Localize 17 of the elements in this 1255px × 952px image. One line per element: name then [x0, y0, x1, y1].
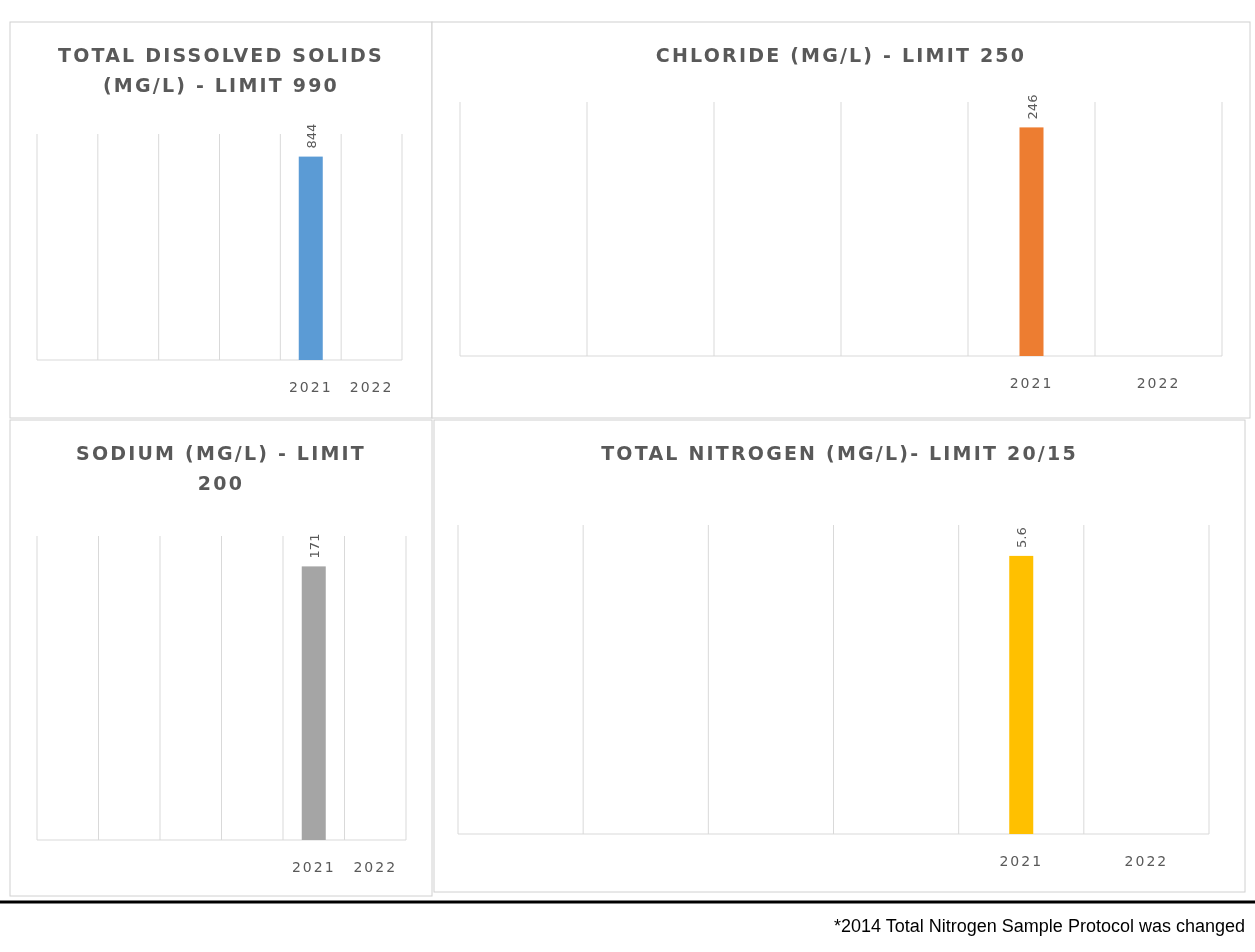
x-tick-label: 2021	[999, 852, 1044, 869]
chart-title: TOTAL DISSOLVED SOLIDS (MG/L) - LIMIT 990	[58, 44, 384, 96]
data-label: 246	[1024, 94, 1040, 120]
chart-title: TOTAL NITROGEN (MG/L)- LIMIT 20/15	[601, 442, 1078, 464]
data-label: 844	[303, 123, 319, 149]
chart-title: CHLORIDE (MG/L) - LIMIT 250	[655, 44, 1027, 66]
x-tick-label: 2022	[349, 378, 394, 395]
x-tick-label: 2021	[291, 858, 336, 875]
x-tick-label: 2021	[288, 378, 333, 395]
x-tick-label: 2022	[353, 858, 398, 875]
data-label: 171	[306, 533, 322, 559]
chart-title: SODIUM (MG/L) - LIMIT 200	[76, 442, 366, 494]
x-tick-label: 2022	[1124, 852, 1169, 869]
text: *2014 Total Nitrogen Sample Protocol was changed	[834, 916, 1245, 936]
x-tick-label: 2022	[1136, 374, 1181, 391]
x-tick-label: 2021	[1009, 374, 1054, 391]
data-label: 5.6	[1014, 527, 1030, 548]
